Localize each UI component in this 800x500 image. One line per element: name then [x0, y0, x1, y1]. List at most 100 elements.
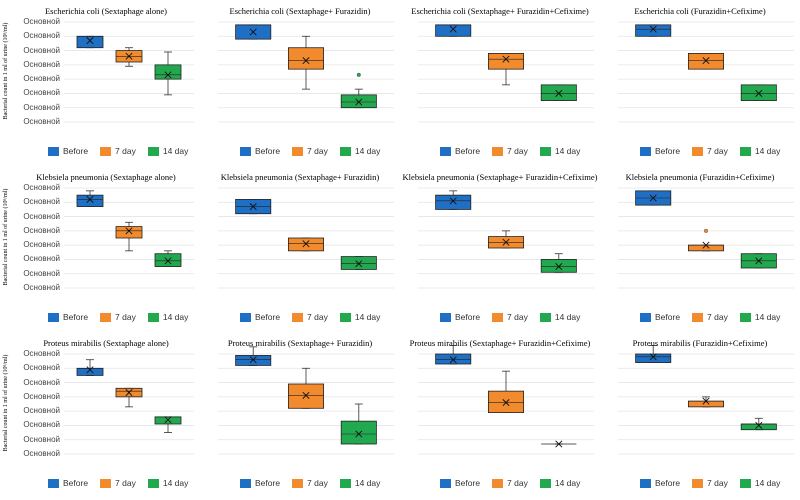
box-14-day	[340, 420, 377, 445]
legend-label: 7 day	[307, 478, 328, 488]
plot-area	[418, 345, 594, 455]
legend-label: Before	[63, 312, 89, 322]
legend-item: 14 day	[339, 146, 381, 156]
box-Before	[435, 24, 472, 37]
chart-title: Escherichia coli (Sextaphage+ Furazidin+…	[411, 6, 589, 16]
legend-swatch	[292, 146, 304, 156]
mean-marker-stroke	[164, 416, 172, 424]
mean-marker	[86, 195, 94, 203]
mean-marker	[86, 37, 94, 45]
mean-marker	[125, 227, 133, 235]
mean-marker	[355, 98, 363, 106]
chart-panel: Escherichia coli (Sextaphage+ Furazidin)…	[200, 0, 400, 166]
legend-item: 7 day	[492, 312, 528, 322]
legend: Before 7 day 14 day	[48, 312, 188, 322]
mean-marker	[449, 356, 457, 364]
legend-swatch	[440, 146, 451, 156]
legend-label: Before	[655, 146, 681, 156]
legend-label: Before	[655, 312, 681, 322]
legend-label: Before	[455, 146, 481, 156]
outlier-point	[356, 72, 361, 77]
chart-panel: Klebsiela pneumonia (Sextaphage alone) Ba…	[0, 166, 200, 332]
box-14-day	[340, 94, 377, 109]
legend-label: 7 day	[507, 478, 528, 488]
legend-swatch	[240, 146, 251, 156]
legend: Before 7 day 14 day	[48, 478, 188, 488]
box-14-day	[740, 84, 777, 101]
legend-label: 14 day	[354, 478, 381, 488]
mean-marker-stroke	[86, 366, 94, 374]
mean-marker-stroke	[755, 89, 763, 97]
chart-title: Proteus mirabilis (Sextaphage alone)	[43, 338, 169, 348]
mean-marker-stroke	[302, 391, 310, 399]
y-tick-label: Основной	[23, 211, 60, 221]
legend-swatch	[48, 312, 59, 322]
legend-label: 7 day	[115, 146, 136, 156]
box-Before	[435, 194, 472, 210]
mean-marker-stroke	[702, 397, 710, 405]
legend-item: Before	[240, 312, 280, 322]
mean-marker-stroke	[649, 25, 657, 33]
legend-label: Before	[255, 478, 281, 488]
legend-item: 7 day	[100, 478, 136, 488]
mean-marker	[702, 57, 710, 65]
mean-marker	[555, 89, 563, 97]
box-7-day	[488, 53, 525, 70]
chart-panel: Klebsiela pneumonia (Sextaphage+ Furazid…	[400, 166, 600, 332]
box-14-day	[154, 64, 182, 80]
legend-item: 7 day	[292, 478, 328, 488]
legend: Before 7 day 14 day	[240, 146, 380, 156]
chart-title: Proteus mirabilis (Sextaphage+ Furazidin…	[409, 338, 591, 348]
box-Before	[635, 24, 672, 37]
legend-swatch	[339, 146, 351, 156]
mean-marker-stroke	[502, 55, 510, 63]
legend-item: Before	[640, 146, 680, 156]
mean-marker-stroke	[755, 421, 763, 429]
legend-label: 14 day	[754, 312, 781, 322]
legend-item: 14 day	[539, 146, 580, 156]
legend-item: 7 day	[692, 478, 728, 488]
chart-panel: Proteus mirabilis (Sextaphage+ Furazidin…	[400, 332, 600, 498]
y-tick-label: Основной	[23, 420, 60, 430]
plot-area	[418, 21, 594, 123]
y-tick-label: Основной	[23, 45, 60, 55]
box-14-day	[154, 416, 182, 425]
legend-label: 7 day	[307, 146, 328, 156]
box-Before	[635, 353, 672, 363]
chart-panel: Escherichia coli (Sextaphage alone) Bacte…	[0, 0, 200, 166]
mean-marker	[702, 397, 710, 405]
mean-marker	[649, 194, 657, 202]
box-7-day	[288, 237, 325, 252]
mean-marker	[164, 257, 172, 265]
legend-label: 14 day	[554, 312, 581, 322]
mean-marker	[502, 55, 510, 63]
legend: Before 7 day 14 day	[240, 478, 380, 488]
mean-marker-stroke	[86, 37, 94, 45]
mean-marker-stroke	[502, 238, 510, 246]
y-tick-label: Основной	[23, 102, 60, 112]
mean-marker	[125, 52, 133, 60]
legend-item: 7 day	[100, 146, 136, 156]
mean-marker-stroke	[164, 71, 172, 79]
box-7-day	[488, 390, 525, 413]
legend-item: 14 day	[539, 478, 580, 488]
legend-label: 14 day	[354, 146, 381, 156]
mean-marker	[449, 197, 457, 205]
legend-item: 14 day	[739, 146, 780, 156]
mean-marker-stroke	[86, 195, 94, 203]
y-tick-label: Основной	[23, 31, 60, 41]
mean-marker-stroke	[555, 440, 563, 448]
chart-title: Escherichia coli (Sextaphage alone)	[44, 6, 167, 16]
legend-swatch	[339, 312, 351, 322]
y-axis-label: Bacterial count in 1 ml of urine (10ⁿ/ml…	[3, 354, 9, 452]
legend-swatch	[539, 146, 551, 156]
plot-area	[218, 21, 394, 123]
legend-swatch	[339, 478, 351, 488]
legend-item: Before	[440, 478, 480, 488]
legend-item: Before	[48, 146, 88, 156]
legend-item: 7 day	[492, 478, 528, 488]
legend-swatch	[147, 146, 159, 156]
mean-marker	[755, 89, 763, 97]
legend-swatch	[240, 478, 251, 488]
y-tick-label: Основной	[23, 197, 60, 207]
